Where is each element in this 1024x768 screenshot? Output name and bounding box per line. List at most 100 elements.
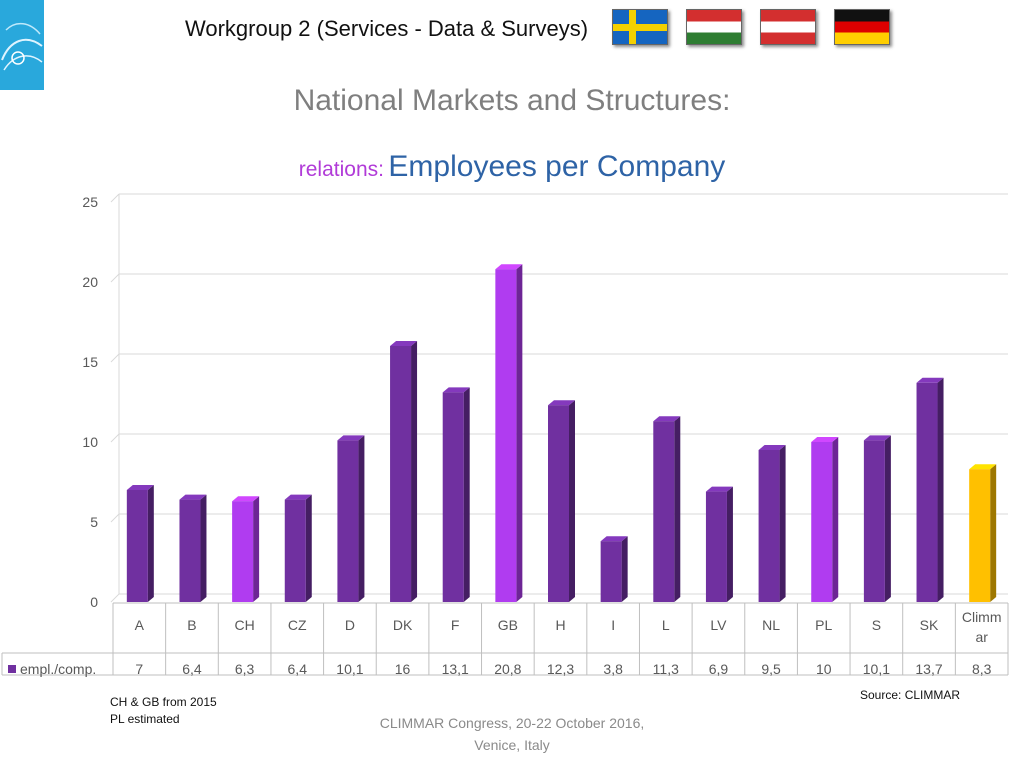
bar-top bbox=[284, 494, 312, 500]
germany-flag-icon bbox=[834, 9, 890, 45]
bar-side bbox=[832, 437, 839, 602]
bar-top bbox=[126, 485, 154, 490]
bar-side bbox=[358, 435, 365, 602]
bar-top bbox=[811, 437, 839, 442]
y-tick-label: 15 bbox=[82, 354, 98, 370]
data-label: 16 bbox=[395, 661, 411, 677]
x-tick-label: D bbox=[345, 617, 355, 633]
data-label: 6,9 bbox=[709, 661, 729, 677]
bar bbox=[600, 541, 622, 602]
bar bbox=[705, 491, 727, 602]
bar-side bbox=[621, 536, 628, 602]
bar-top bbox=[705, 486, 733, 492]
flag-row bbox=[612, 9, 890, 45]
bar-side bbox=[884, 435, 891, 602]
x-tick-label: CH bbox=[235, 617, 255, 633]
x-tick-label: S bbox=[872, 617, 881, 633]
data-label: 12,3 bbox=[547, 661, 574, 677]
data-label: 6,4 bbox=[288, 661, 308, 677]
source-label: Source: CLIMMAR bbox=[860, 688, 961, 702]
subtitle-main: Employees per Company bbox=[388, 150, 726, 183]
gridline-depth bbox=[110, 593, 120, 603]
bar bbox=[232, 501, 254, 602]
x-tick-label: LV bbox=[710, 617, 727, 633]
data-label: 3,8 bbox=[603, 661, 623, 677]
data-label: 10,1 bbox=[336, 661, 363, 677]
data-label: 6,4 bbox=[182, 661, 202, 677]
bar bbox=[653, 421, 675, 602]
x-tick-label: GB bbox=[498, 617, 518, 633]
subtitle-prefix: relations: bbox=[298, 158, 384, 181]
bar bbox=[811, 442, 833, 602]
bar bbox=[126, 490, 148, 602]
y-tick-label: 25 bbox=[82, 194, 98, 210]
bar bbox=[916, 382, 938, 602]
x-tick-label: A bbox=[135, 617, 145, 633]
bar-top bbox=[495, 264, 523, 270]
data-label: 11,3 bbox=[653, 661, 679, 677]
x-tick-label: PL bbox=[815, 617, 832, 633]
gridline-depth bbox=[110, 273, 120, 283]
bar-top bbox=[969, 464, 997, 470]
bar bbox=[442, 392, 464, 602]
bar-side bbox=[779, 445, 786, 602]
legend-key bbox=[8, 665, 16, 673]
bar-side bbox=[569, 400, 575, 602]
chart-subtitle: relations: Employees per Company bbox=[0, 150, 1024, 184]
y-tick-label: 0 bbox=[90, 594, 98, 610]
footer-line: CLIMMAR Congress, 20-22 October 2016, bbox=[379, 715, 645, 731]
climmar-logo bbox=[0, 0, 44, 90]
bar-top bbox=[863, 435, 891, 441]
chart-notes: CH & GB from 2015 PL estimated bbox=[110, 694, 217, 728]
data-label: 8,3 bbox=[972, 661, 992, 677]
bar-side bbox=[200, 494, 207, 602]
slide-title: National Markets and Structures: bbox=[293, 84, 731, 117]
x-tick-label: L bbox=[662, 617, 670, 633]
bar-side bbox=[147, 485, 154, 602]
data-label: 20,8 bbox=[494, 661, 521, 677]
bar-top bbox=[758, 445, 786, 450]
x-tick-label: I bbox=[611, 617, 615, 633]
bar bbox=[758, 450, 780, 602]
bar bbox=[969, 469, 991, 602]
data-label: 9,5 bbox=[761, 661, 781, 677]
hungary-flag-icon bbox=[686, 9, 742, 45]
bar-side bbox=[305, 494, 312, 602]
x-tick-label: F bbox=[451, 617, 460, 633]
bar-top bbox=[653, 416, 681, 422]
x-tick-label: CZ bbox=[288, 617, 307, 633]
bar-side bbox=[463, 387, 470, 602]
x-tick-label: B bbox=[187, 617, 196, 633]
gridline-depth bbox=[110, 433, 120, 443]
bar-side bbox=[411, 341, 418, 602]
bar bbox=[179, 499, 201, 602]
y-tick-label: 5 bbox=[90, 514, 98, 530]
bar-chart: 0 5 10 15 20 25 A B CH CZ D DK F GB H I L LV NL PL S SK Climm a… bbox=[1, 193, 1009, 677]
bar-side bbox=[726, 486, 733, 602]
data-label: 10 bbox=[816, 661, 832, 677]
x-tick-label: Climm ar bbox=[962, 609, 1002, 645]
y-tick-label: 20 bbox=[82, 274, 98, 290]
y-tick-label: 10 bbox=[82, 434, 98, 450]
x-tick-label: NL bbox=[762, 617, 780, 633]
sweden-flag-icon bbox=[612, 9, 668, 45]
bar bbox=[495, 269, 517, 602]
gridline-depth bbox=[110, 353, 120, 363]
legend-label: empl./comp. bbox=[20, 661, 96, 677]
bar-top bbox=[232, 496, 260, 502]
bar bbox=[548, 405, 569, 602]
bar bbox=[390, 346, 412, 602]
gridline-depth bbox=[110, 513, 120, 523]
data-label: 7 bbox=[135, 661, 143, 677]
x-tick-label: H bbox=[555, 617, 565, 633]
data-label: 13,1 bbox=[442, 661, 469, 677]
bar-top bbox=[179, 494, 207, 500]
bar bbox=[284, 499, 306, 602]
bar-top bbox=[337, 435, 365, 441]
bar-top bbox=[390, 341, 418, 346]
bar-top bbox=[600, 536, 628, 542]
bar bbox=[863, 440, 885, 602]
footer: CLIMMAR Congress, 20-22 October 2016, Ve… bbox=[362, 712, 662, 756]
bar-side bbox=[937, 377, 944, 602]
bar bbox=[337, 440, 359, 602]
